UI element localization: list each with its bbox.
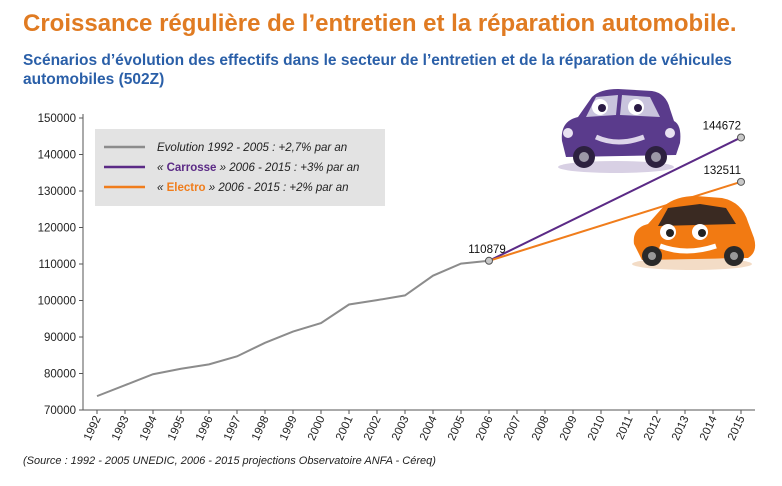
x-tick-label: 1996: [194, 414, 216, 442]
legend-label: « Carrosse » 2006 - 2015 : +3% par an: [157, 162, 359, 174]
purple-cartoon-car: [558, 89, 681, 173]
chart-markers: 110879 144672 132511: [468, 120, 745, 265]
y-tick-label: 90000: [44, 332, 76, 344]
source-note: (Source : 1992 - 2005 UNEDIC, 2006 - 201…: [23, 455, 436, 467]
legend-label: « Electro » 2006 - 2015 : +2% par an: [157, 182, 349, 194]
x-tick-label: 2015: [726, 414, 748, 442]
x-tick-label: 2004: [418, 414, 440, 443]
x-tick-label: 2000: [306, 414, 328, 442]
x-tick-label: 1999: [278, 414, 300, 442]
data-point-marker: [737, 133, 745, 142]
chart-axes: 70000 80000 90000 100000 110000 120000 130000 1…: [38, 113, 755, 442]
chart-legend: Evolution 1992 - 2005 : +2,7% par an « Ca…: [95, 129, 385, 206]
x-tick-label: 2007: [502, 414, 524, 442]
data-point-marker: [737, 177, 745, 186]
legend-label: Evolution 1992 - 2005 : +2,7% par an: [157, 142, 347, 154]
orange-cartoon-car: [632, 196, 756, 270]
chart-series: [96, 136, 742, 398]
series-line-1: [96, 259, 490, 398]
x-tick-label: 1992: [82, 414, 104, 442]
x-tick-label: 2005: [446, 414, 468, 442]
data-label: 144672: [703, 120, 741, 132]
y-tick-label: 150000: [38, 113, 76, 125]
data-label: 110879: [468, 244, 506, 256]
y-tick-label: 70000: [44, 405, 76, 417]
y-tick-label: 130000: [38, 186, 76, 198]
x-tick-label: 2002: [362, 414, 384, 442]
x-tick-label: 2001: [334, 414, 356, 442]
x-tick-label: 2010: [586, 414, 608, 442]
x-tick-label: 1998: [250, 414, 272, 442]
series-line-3: [488, 180, 742, 262]
series-line-2: [488, 136, 742, 262]
y-tick-label: 100000: [38, 296, 76, 308]
y-tick-label: 110000: [38, 259, 76, 271]
x-tick-label: 2011: [614, 414, 635, 441]
page-subtitle: Scénarios d’évolution des effectifs dans…: [23, 52, 732, 88]
x-tick-label: 2012: [642, 414, 664, 442]
x-tick-label: 2008: [530, 414, 552, 442]
x-tick-label: 2006: [474, 414, 496, 442]
y-tick-label: 120000: [38, 223, 76, 235]
x-tick-label: 1995: [166, 414, 188, 442]
x-tick-label: 1994: [138, 414, 160, 443]
x-tick-label: 2014: [698, 414, 720, 443]
x-tick-label: 2003: [390, 414, 412, 442]
x-tick-label: 2009: [558, 414, 580, 442]
x-tick-label: 1997: [222, 414, 244, 442]
data-label: 132511: [703, 165, 741, 177]
page-title: Croissance régulière de l’entretien et l…: [23, 10, 737, 37]
y-tick-label: 140000: [38, 150, 76, 162]
y-tick-label: 80000: [44, 369, 76, 381]
data-point-marker: [485, 256, 493, 265]
x-tick-label: 2013: [670, 414, 692, 442]
x-tick-label: 1993: [110, 414, 132, 442]
